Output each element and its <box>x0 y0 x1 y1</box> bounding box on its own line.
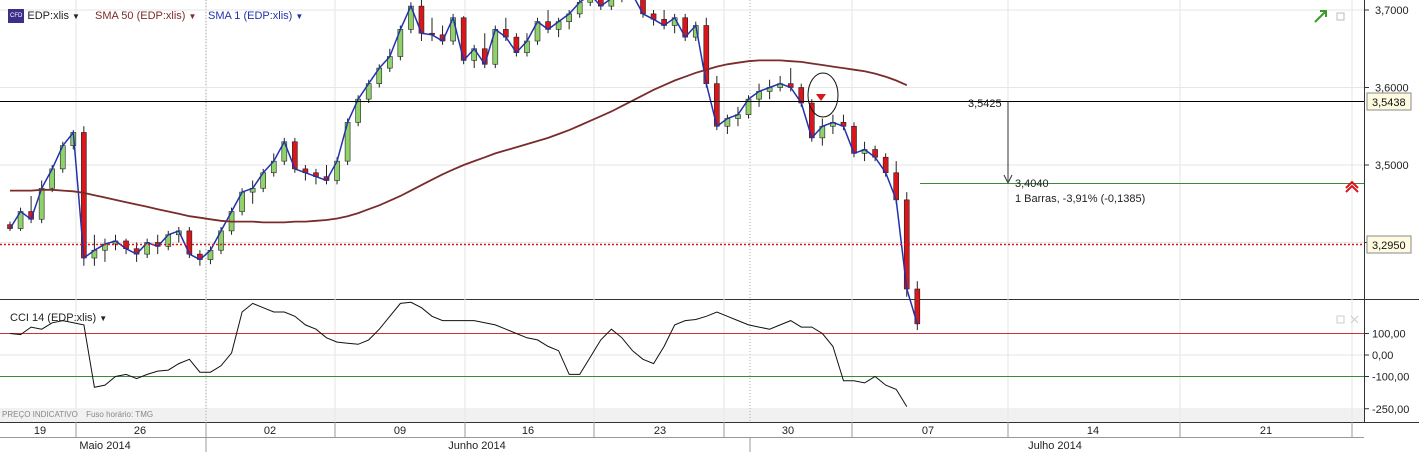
level-line-label: 3,5425 <box>968 98 1002 110</box>
footnote: PREÇO INDICATIVO Fuso horário: TMG <box>2 410 159 419</box>
footnote-left: PREÇO INDICATIVO <box>2 410 78 419</box>
sma50-line <box>10 59 908 224</box>
svg-text:3,5438: 3,5438 <box>1372 97 1406 109</box>
day-tick-label: 07 <box>922 425 934 437</box>
price-tick-label: 3,6000 <box>1375 83 1409 95</box>
cci-tick-label: -250,00 <box>1372 404 1409 416</box>
cci-tick-label: -100,00 <box>1372 372 1409 384</box>
cci-footer-band <box>0 408 1364 422</box>
sma1-label: SMA 1 (EDP:xlis) <box>208 10 293 22</box>
dropdown-arrow-icon: ▼ <box>188 12 197 21</box>
day-tick-label: 19 <box>34 425 46 437</box>
cci-panel <box>0 300 1419 422</box>
cci-tick-label: 0,00 <box>1372 350 1393 362</box>
cci-bands <box>0 333 1364 377</box>
alert-arrow-icon[interactable] <box>1345 180 1359 193</box>
candle-up <box>587 0 594 3</box>
circle-annotation[interactable] <box>807 72 839 118</box>
symbol-legend[interactable]: CFD EDP:xlis ▼ <box>8 9 80 23</box>
price-tick-label: 3,5000 <box>1375 160 1409 172</box>
price-tick-label: 3,7000 <box>1375 5 1409 17</box>
month-label: Junho 2014 <box>448 440 506 452</box>
sma1-legend[interactable]: SMA 1 (EDP:xlis) ▼ <box>208 9 303 23</box>
axis-labels: 3,70003,60003,50003,4000100,000,00-100,0… <box>34 5 1409 452</box>
candle-up <box>608 0 615 7</box>
cfd-badge-icon: CFD <box>8 9 25 23</box>
month-label: Julho 2014 <box>1028 440 1082 452</box>
trend-arrow-icon[interactable] <box>1314 10 1327 23</box>
cci-legend[interactable]: CCI 14 (EDP:xlis) ▼ <box>10 312 107 324</box>
sell-marker-icon <box>816 94 826 101</box>
indicator-lines <box>9 0 919 407</box>
day-tick-label: 16 <box>522 425 534 437</box>
day-tick-label: 02 <box>264 425 276 437</box>
grid <box>0 0 1364 452</box>
maximize-icon[interactable] <box>1336 12 1345 21</box>
target-value-label: 3,4040 <box>1015 178 1049 190</box>
measure-text: 1 Barras, -3,91% (-0,1385) <box>1015 193 1145 205</box>
day-tick-label: 09 <box>394 425 406 437</box>
symbol-label: EDP:xlis <box>27 10 69 22</box>
dropdown-arrow-icon: ▼ <box>99 314 108 323</box>
cci-label: CCI 14 (EDP:xlis) <box>10 312 97 324</box>
cci-maximize-icon[interactable] <box>1336 315 1345 324</box>
footnote-right: Fuso horário: TMG <box>86 410 154 419</box>
cci-close-icon[interactable] <box>1350 315 1359 324</box>
day-tick-label: 21 <box>1260 425 1272 437</box>
sma50-label: SMA 50 (EDP:xlis) <box>95 10 186 22</box>
day-tick-label: 26 <box>134 425 146 437</box>
day-tick-label: 14 <box>1087 425 1099 437</box>
price-panel <box>0 0 1419 299</box>
dropdown-arrow-icon: ▼ <box>295 12 304 21</box>
month-label: Maio 2014 <box>79 440 130 452</box>
svg-text:3,2950: 3,2950 <box>1372 240 1406 252</box>
dropdown-arrow-icon: ▼ <box>72 12 80 21</box>
day-tick-label: 23 <box>654 425 666 437</box>
sma1-line <box>9 0 919 325</box>
cci-tick-label: 100,00 <box>1372 329 1406 341</box>
sma50-legend[interactable]: SMA 50 (EDP:xlis) ▼ <box>95 9 196 23</box>
cci-line <box>9 301 908 407</box>
current-price-badge: 3,2950 <box>1366 235 1412 254</box>
day-tick-label: 30 <box>782 425 794 437</box>
level-price-badge: 3,5438 <box>1366 92 1412 111</box>
